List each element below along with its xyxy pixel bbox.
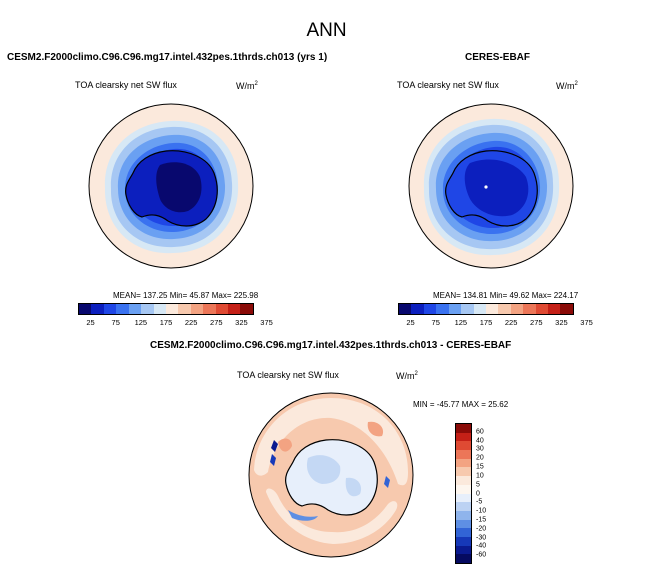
panel-1-colorbar	[78, 303, 254, 315]
colorbar-swatch	[456, 528, 471, 537]
colorbar-swatch	[456, 450, 471, 459]
colorbar-swatch	[128, 304, 142, 314]
colorbar-swatch	[178, 304, 191, 314]
colorbar-swatch	[116, 304, 129, 314]
panel-2-units: W/m2	[556, 81, 578, 91]
colorbar-swatch	[456, 424, 471, 433]
colorbar-tick-label: 75	[111, 318, 120, 327]
colorbar-swatch	[165, 304, 179, 314]
figure-title: ANN	[306, 20, 347, 41]
colorbar-tick-label: 225	[504, 318, 518, 327]
colorbar-swatch	[456, 510, 471, 520]
colorbar-tick-label: 175	[159, 318, 173, 327]
colorbar-tick-label: 75	[431, 318, 440, 327]
panel-1-map	[88, 103, 254, 269]
colorbar-swatch	[103, 304, 117, 314]
panel-1-title: CESM2.F2000climo.C96.C96.mg17.intel.432p…	[7, 52, 328, 63]
colorbar-swatch	[548, 304, 561, 314]
colorbar-tick-label: 0	[476, 490, 480, 497]
colorbar-tick-label: 20	[476, 454, 484, 462]
colorbar-tick-label: 275	[530, 318, 543, 327]
colorbar-tick-label: -10	[476, 507, 487, 515]
colorbar-swatch	[456, 554, 471, 563]
colorbar-swatch	[456, 484, 471, 494]
colorbar-tick-label: -15	[476, 516, 487, 524]
colorbar-tick-label: 125	[454, 318, 468, 327]
panel-3-units: W/m2	[396, 371, 418, 381]
colorbar-swatch	[473, 304, 486, 314]
colorbar-swatch	[190, 304, 204, 314]
colorbar-swatch	[456, 458, 471, 468]
panel-1-units: W/m2	[236, 81, 258, 91]
colorbar-swatch	[456, 476, 471, 485]
colorbar-tick-label: 25	[86, 318, 95, 327]
colorbar-swatch	[456, 545, 471, 555]
colorbar-tick-label: 275	[210, 318, 223, 327]
colorbar-swatch	[228, 304, 241, 314]
colorbar-swatch	[485, 304, 499, 314]
panel-2-variable-label: TOA clearsky net SW flux	[397, 80, 499, 90]
colorbar-swatch	[456, 441, 471, 451]
colorbar-tick-label: -20	[476, 525, 487, 533]
colorbar-tick-label: 25	[406, 318, 415, 327]
colorbar-swatch	[456, 519, 471, 529]
colorbar-tick-label: 125	[134, 318, 148, 327]
colorbar-swatch	[456, 432, 471, 442]
colorbar-swatch	[535, 304, 549, 314]
colorbar-swatch	[141, 304, 154, 314]
colorbar-swatch	[153, 304, 166, 314]
colorbar-tick-label: 10	[476, 472, 484, 480]
colorbar-swatch	[456, 536, 471, 546]
panel-3-map	[248, 392, 414, 558]
colorbar-tick-label: 30	[476, 445, 484, 453]
colorbar-swatch	[560, 304, 573, 314]
panel-2-colorbar	[398, 303, 574, 315]
panel-3-stats: MIN = -45.77 MAX = 25.62	[413, 400, 509, 409]
colorbar-tick-label: 60	[476, 428, 484, 436]
colorbar-tick-label: -5	[476, 498, 483, 506]
colorbar-swatch	[79, 304, 92, 314]
colorbar-tick-label: 5	[476, 481, 480, 489]
colorbar-swatch	[91, 304, 104, 314]
colorbar-tick-label: 325	[555, 318, 568, 327]
colorbar-tick-label: 40	[476, 437, 484, 445]
colorbar-tick-label: 375	[580, 318, 593, 327]
colorbar-tick-label: -40	[476, 542, 487, 550]
panel-1-stats: MEAN= 137.25 Min= 45.87 Max= 225.98	[113, 291, 259, 300]
colorbar-swatch	[523, 304, 536, 314]
colorbar-tick-label: 375	[260, 318, 273, 327]
colorbar-tick-label: 225	[184, 318, 198, 327]
panel-3-colorbar	[455, 423, 472, 564]
colorbar-swatch	[240, 304, 253, 314]
colorbar-tick-label: -60	[476, 551, 487, 559]
colorbar-tick-label: 325	[235, 318, 248, 327]
colorbar-tick-label: -30	[476, 534, 487, 542]
colorbar-swatch	[399, 304, 412, 314]
colorbar-swatch	[411, 304, 424, 314]
colorbar-swatch	[498, 304, 511, 314]
colorbar-swatch	[456, 502, 471, 511]
panel-1-variable-label: TOA clearsky net SW flux	[75, 80, 177, 90]
colorbar-swatch	[510, 304, 524, 314]
colorbar-swatch	[448, 304, 462, 314]
colorbar-swatch	[203, 304, 216, 314]
colorbar-swatch	[215, 304, 229, 314]
colorbar-swatch	[456, 493, 471, 503]
panel-2-title: CERES-EBAF	[465, 52, 531, 63]
colorbar-tick-label: 15	[476, 463, 484, 471]
panel-3-variable-label: TOA clearsky net SW flux	[237, 370, 339, 380]
panel-3-title: CESM2.F2000climo.C96.C96.mg17.intel.432p…	[150, 340, 512, 351]
colorbar-swatch	[461, 304, 474, 314]
colorbar-tick-label: 175	[479, 318, 493, 327]
colorbar-swatch	[423, 304, 437, 314]
panel-2-map	[408, 103, 574, 269]
panel-2-stats: MEAN= 134.81 Min= 49.62 Max= 224.17	[433, 291, 579, 300]
colorbar-swatch	[456, 467, 471, 477]
colorbar-swatch	[436, 304, 449, 314]
